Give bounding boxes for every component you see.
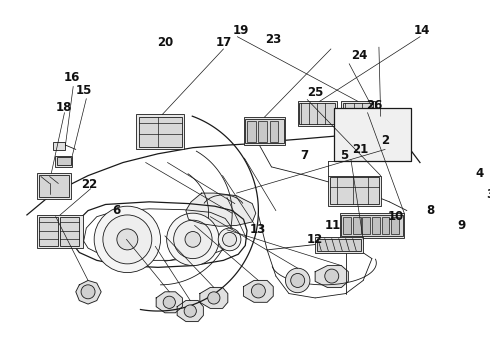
Circle shape [291, 274, 305, 287]
Bar [247, 121, 256, 141]
Text: 3: 3 [486, 188, 490, 201]
Circle shape [286, 268, 310, 293]
Bar [391, 217, 399, 234]
Bar [372, 217, 380, 234]
Bar [315, 237, 363, 252]
Polygon shape [156, 292, 182, 313]
Bar [343, 103, 373, 124]
Bar [37, 173, 71, 199]
Bar [330, 177, 379, 204]
Text: 5: 5 [340, 149, 348, 162]
Bar [60, 217, 79, 246]
Bar [39, 217, 58, 246]
Circle shape [163, 296, 175, 309]
Bar [362, 217, 370, 234]
Bar [55, 156, 73, 167]
Text: 15: 15 [75, 84, 92, 98]
Bar [342, 102, 374, 126]
Text: 22: 22 [81, 178, 97, 191]
Text: 6: 6 [113, 204, 121, 217]
Bar [342, 215, 402, 236]
Bar [328, 176, 381, 206]
Bar [353, 217, 361, 234]
Circle shape [222, 233, 237, 246]
Bar [39, 175, 69, 198]
Bar [245, 119, 284, 143]
Polygon shape [76, 280, 101, 304]
Circle shape [325, 269, 339, 283]
Circle shape [117, 229, 138, 250]
Bar [136, 114, 184, 149]
Bar [37, 215, 83, 248]
Circle shape [374, 116, 388, 130]
Bar [382, 217, 390, 234]
Bar [53, 141, 65, 150]
Circle shape [377, 120, 384, 127]
Text: 25: 25 [307, 86, 323, 99]
Bar [298, 102, 337, 126]
Circle shape [103, 215, 152, 264]
Text: 23: 23 [265, 33, 281, 46]
Bar [258, 121, 267, 141]
Polygon shape [315, 266, 348, 287]
Text: 24: 24 [351, 49, 367, 63]
Polygon shape [244, 280, 273, 302]
Text: 13: 13 [249, 223, 266, 236]
Circle shape [173, 220, 212, 258]
Bar [299, 103, 335, 124]
Polygon shape [186, 193, 256, 226]
Circle shape [185, 231, 201, 247]
Bar [270, 121, 278, 141]
Bar [244, 117, 286, 145]
Circle shape [94, 206, 161, 273]
Circle shape [208, 292, 220, 304]
Bar [57, 157, 71, 165]
Text: 20: 20 [157, 36, 173, 49]
Text: 8: 8 [426, 204, 435, 217]
Text: 4: 4 [475, 167, 484, 180]
Bar [317, 239, 362, 251]
Text: 10: 10 [388, 210, 404, 223]
Bar [340, 213, 404, 238]
Text: 19: 19 [233, 24, 249, 37]
Bar [343, 217, 351, 234]
Text: 26: 26 [367, 99, 383, 112]
Polygon shape [177, 301, 203, 321]
Text: 16: 16 [64, 71, 80, 84]
Circle shape [167, 213, 219, 266]
Bar [334, 108, 411, 161]
Circle shape [218, 228, 241, 251]
Circle shape [184, 305, 196, 317]
Text: 12: 12 [307, 233, 323, 246]
Text: 7: 7 [301, 149, 309, 162]
Text: 18: 18 [55, 101, 72, 114]
Text: 17: 17 [215, 36, 232, 49]
Polygon shape [200, 287, 228, 309]
Text: 14: 14 [414, 24, 430, 37]
Text: 11: 11 [324, 219, 341, 232]
Text: 9: 9 [457, 219, 465, 232]
Bar [139, 117, 181, 147]
Text: 2: 2 [381, 134, 389, 147]
Circle shape [251, 284, 266, 298]
Circle shape [81, 285, 95, 299]
Text: 21: 21 [352, 143, 368, 156]
